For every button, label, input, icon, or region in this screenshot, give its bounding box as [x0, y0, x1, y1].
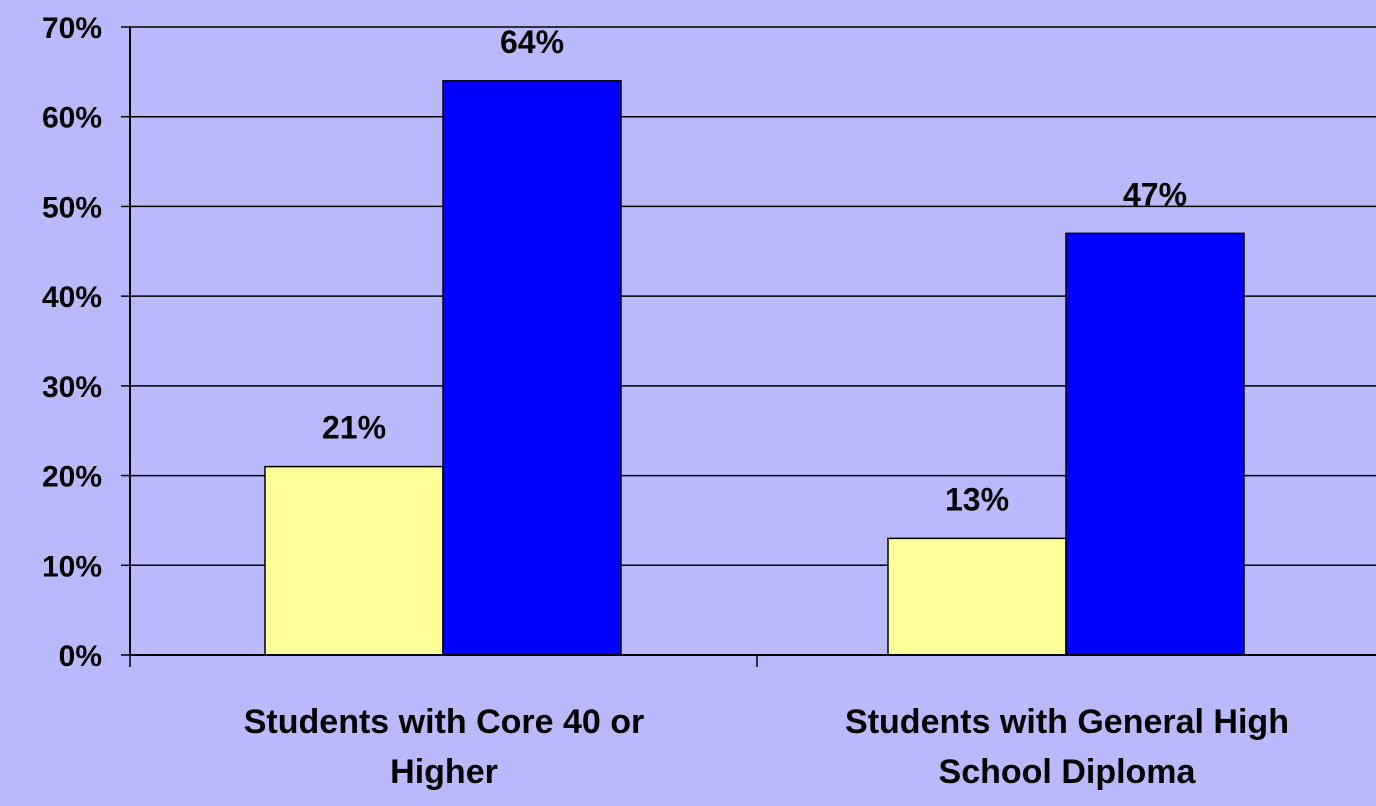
- y-tick-label: 0%: [59, 640, 102, 673]
- bar: [887, 537, 1067, 656]
- data-label: 13%: [945, 481, 1009, 517]
- data-label: 21%: [322, 410, 386, 446]
- y-tick-label: 50%: [42, 191, 102, 224]
- category-label: Students with Core 40 or: [244, 703, 645, 741]
- y-tick-label: 60%: [42, 102, 102, 135]
- data-label: 47%: [1123, 176, 1187, 212]
- y-tick-label: 10%: [42, 550, 102, 583]
- axes: [121, 26, 1376, 667]
- data-label: 64%: [500, 24, 564, 60]
- category-label: Students with General High: [845, 703, 1289, 741]
- y-tick-label: 20%: [42, 461, 102, 494]
- bar: [1065, 232, 1245, 656]
- y-tick-label: 30%: [42, 371, 102, 404]
- labels: 0% 10% 20% 30% 40% 50% 60% 70% 21% 13% 64% 47% Stude…: [42, 12, 1289, 791]
- bar: [264, 465, 444, 656]
- category-label: School Diploma: [939, 753, 1197, 791]
- bars: [264, 80, 1245, 656]
- bar: [442, 80, 622, 656]
- y-tick-label: 40%: [42, 281, 102, 314]
- category-label: Higher: [390, 753, 498, 791]
- y-tick-label: 70%: [42, 12, 102, 45]
